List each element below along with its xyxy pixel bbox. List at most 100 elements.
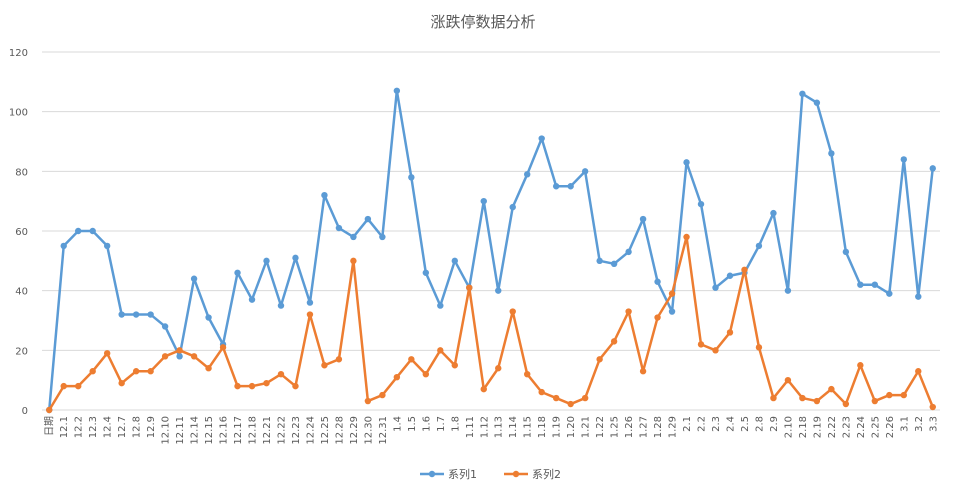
series-1-point xyxy=(480,197,487,205)
series-1-point xyxy=(712,284,719,291)
legend-item-1[interactable]: 系列1 xyxy=(420,467,477,481)
series-1-point xyxy=(639,215,647,223)
x-tick-label: 2.10 xyxy=(783,416,794,438)
series-1-point xyxy=(321,192,328,199)
series-2-point xyxy=(466,284,473,291)
series-1-point xyxy=(886,290,893,297)
series-2-point xyxy=(683,233,690,241)
series-2-point xyxy=(639,368,647,375)
series-1-point xyxy=(75,227,82,235)
series-1-point xyxy=(495,287,502,294)
series-2-point xyxy=(219,344,227,351)
x-tick-label: 2.4 xyxy=(725,416,736,432)
series-1-point xyxy=(263,257,270,265)
x-tick-label: 12.21 xyxy=(262,416,273,445)
series-2-point xyxy=(929,403,936,411)
series-1-point xyxy=(277,302,285,309)
series-2-point xyxy=(784,376,792,384)
series-1-point xyxy=(176,353,183,360)
series-2-point xyxy=(75,382,82,390)
x-tick-label: 1.14 xyxy=(508,416,519,438)
series-1-point xyxy=(610,260,618,268)
series-1-point xyxy=(103,242,111,250)
series-1-point xyxy=(929,165,936,172)
series-1-point xyxy=(437,302,444,309)
x-tick-label: 12.31 xyxy=(378,416,389,445)
series-2-point xyxy=(190,353,198,360)
series-1-point xyxy=(205,314,212,321)
series-1-point xyxy=(625,248,632,256)
series-2-point xyxy=(147,368,154,375)
x-tick-label: 2.3 xyxy=(711,416,722,432)
x-tick-label: 12.18 xyxy=(248,416,259,445)
series-2-point xyxy=(524,371,531,378)
x-tick-label: 12.16 xyxy=(219,416,230,445)
series-1-point xyxy=(379,233,386,241)
x-tick-label: 12.4 xyxy=(103,416,114,438)
y-tick-label: 0 xyxy=(22,406,28,417)
y-tick-label: 80 xyxy=(15,167,28,178)
series-1-point xyxy=(393,87,401,94)
legend-marker-swatch xyxy=(428,470,436,478)
series-2-point xyxy=(46,406,53,414)
x-tick-label: 2.2 xyxy=(697,416,708,432)
series-1-point xyxy=(422,269,430,276)
series-1-point xyxy=(306,299,314,306)
series-2-point xyxy=(118,379,125,387)
x-tick-label: 1.25 xyxy=(610,416,621,438)
series-1-point xyxy=(89,227,96,235)
x-tick-label: 1.11 xyxy=(465,416,476,438)
x-tick-label: 12.14 xyxy=(190,416,201,445)
x-tick-label: 12.25 xyxy=(320,416,331,445)
x-tick-label: 1.19 xyxy=(552,416,563,438)
x-tick-label: 1.22 xyxy=(595,416,606,438)
series-1-point xyxy=(60,242,67,250)
series-1-point xyxy=(524,171,531,178)
x-tick-label: 12.30 xyxy=(363,416,374,445)
x-tick-label: 12.9 xyxy=(146,416,157,438)
x-tick-label: 12.1 xyxy=(59,416,70,438)
series-2-point xyxy=(176,347,183,354)
x-tick-label: 12.24 xyxy=(305,416,316,445)
series-2-point xyxy=(422,371,430,378)
series-2-point xyxy=(596,356,603,363)
x-tick-label: 12.23 xyxy=(291,416,302,445)
series-2-point xyxy=(625,308,632,315)
series-1-line xyxy=(47,89,935,412)
series-2-point xyxy=(799,394,806,402)
x-tick-label: 3.1 xyxy=(899,416,910,432)
x-tick-label: 12.2 xyxy=(74,416,85,438)
series-2-point xyxy=(567,400,574,408)
series-2-point xyxy=(89,368,96,375)
series-1-point xyxy=(552,183,560,190)
series-2-point xyxy=(103,350,111,357)
series-2-point xyxy=(509,308,516,315)
x-tick-label: 1.4 xyxy=(392,416,403,432)
legend: 系列1 系列2 xyxy=(420,467,561,481)
series-1-point xyxy=(451,257,458,265)
x-tick-label: 12.29 xyxy=(349,416,360,445)
x-tick-label: 1.18 xyxy=(537,416,548,438)
series-1-point xyxy=(813,99,821,106)
series-1-point xyxy=(234,269,241,276)
x-tick-label: 3.3 xyxy=(928,416,939,432)
x-tick-label: 2.25 xyxy=(870,416,881,438)
series-1-point xyxy=(161,323,169,330)
series-1-point xyxy=(668,308,676,315)
legend-label: 系列1 xyxy=(448,467,477,481)
series-2-point xyxy=(234,382,241,390)
series-1-point xyxy=(726,272,734,279)
x-tick-label: 1.28 xyxy=(653,416,664,438)
series-1-point xyxy=(538,135,545,142)
legend-item-2[interactable]: 系列2 xyxy=(504,467,561,481)
series-2-point xyxy=(379,391,386,399)
x-tick-label: 2.26 xyxy=(885,416,896,438)
x-tick-label: 12.22 xyxy=(276,416,287,445)
series-1-point xyxy=(697,200,705,208)
x-tick-label: 12.28 xyxy=(334,416,345,445)
x-tick-label: 1.5 xyxy=(407,416,418,432)
series-2-point xyxy=(871,397,879,405)
series-1-point xyxy=(408,174,415,181)
series-1-point xyxy=(118,311,125,318)
